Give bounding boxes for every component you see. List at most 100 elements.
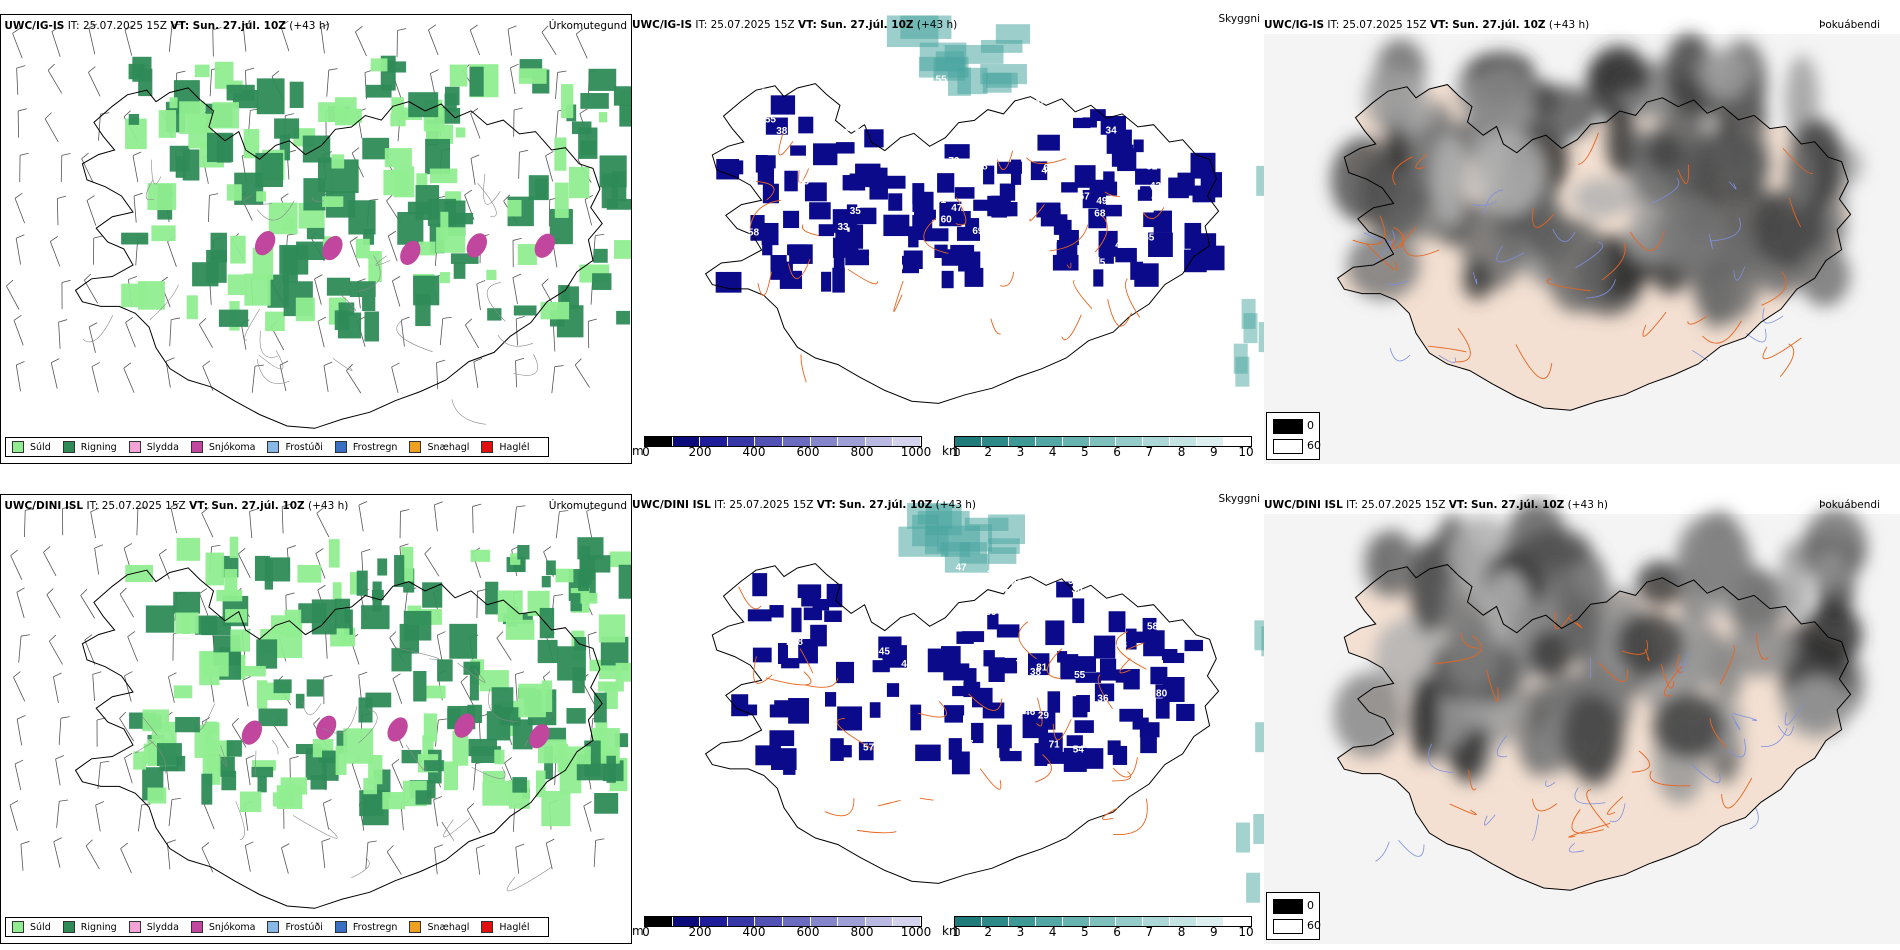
colorbar-segment bbox=[865, 917, 894, 926]
cloudbase-cell bbox=[1057, 651, 1068, 663]
cloudbase-label: 55 bbox=[936, 74, 948, 85]
wind-barb bbox=[575, 28, 588, 59]
visibility-patch bbox=[1258, 322, 1264, 353]
cloudbase-cell bbox=[735, 704, 758, 716]
precip-cell bbox=[618, 564, 631, 599]
wind-barb bbox=[24, 508, 35, 538]
precip-cell bbox=[611, 170, 627, 202]
cloudbase-label: 46 bbox=[1024, 707, 1036, 718]
colorbar-tick: 4 bbox=[1048, 925, 1057, 939]
precip-cell bbox=[365, 84, 392, 98]
colorbar-segment bbox=[645, 437, 673, 446]
cloudbase-cell bbox=[1071, 656, 1097, 672]
wind-barb bbox=[510, 63, 519, 95]
cloudbase-cell bbox=[832, 209, 848, 233]
legend-label: Súld bbox=[30, 441, 51, 453]
cloudbase-label: 36 bbox=[1097, 694, 1109, 705]
cloudbase-cell bbox=[910, 704, 922, 731]
cloudbase-cell bbox=[715, 271, 742, 293]
precip-cell bbox=[227, 274, 247, 296]
precip-cell bbox=[471, 746, 501, 763]
wind-barb bbox=[512, 273, 522, 304]
road-line bbox=[1631, 750, 1650, 773]
colorbar-segment bbox=[645, 917, 673, 926]
colorbar-tick: 1000 bbox=[900, 925, 932, 939]
legend-swatch bbox=[334, 441, 347, 453]
precip-cell bbox=[555, 568, 574, 583]
legend-swatch bbox=[334, 921, 347, 933]
road-line bbox=[1393, 227, 1404, 248]
precip-cell bbox=[580, 592, 598, 604]
precip-cell bbox=[156, 743, 182, 766]
precip-cell bbox=[580, 140, 597, 156]
precip-cell bbox=[370, 58, 388, 72]
road-line bbox=[1073, 279, 1093, 309]
precip-cell bbox=[274, 118, 300, 139]
wind-barb bbox=[470, 108, 481, 139]
precip-cell bbox=[336, 730, 348, 754]
precip-cell bbox=[463, 661, 481, 675]
colorbar-segment bbox=[672, 917, 701, 926]
colorbar-segment bbox=[1224, 437, 1251, 446]
cloudbase-label: 47 bbox=[951, 203, 963, 214]
road-line bbox=[919, 797, 934, 801]
legend-label: Haglél bbox=[499, 921, 530, 933]
wind-barb bbox=[545, 151, 554, 182]
road-line bbox=[1607, 796, 1624, 815]
precip-cell bbox=[616, 310, 630, 325]
snow-cell bbox=[322, 235, 343, 261]
cloudbase-label: 43 bbox=[1115, 240, 1127, 251]
precip-cell bbox=[535, 770, 546, 798]
cloudbase-cell bbox=[869, 185, 888, 200]
cloudbase-cell bbox=[835, 142, 855, 154]
colorbar-segment bbox=[810, 917, 839, 926]
colorbar-segment bbox=[1143, 917, 1171, 926]
cloudbase-cell bbox=[1036, 202, 1061, 218]
legend-label: Súld bbox=[30, 921, 51, 933]
cloudbase-cell bbox=[1041, 751, 1067, 764]
road-line bbox=[765, 671, 812, 686]
cloudbase-label: 36 bbox=[858, 87, 870, 98]
precip-cell bbox=[491, 687, 514, 714]
precip-cell bbox=[226, 184, 242, 201]
wind-barb bbox=[12, 27, 23, 59]
legend-label: Snæhagl bbox=[427, 441, 470, 453]
cloudbase-label: 46 bbox=[765, 203, 777, 214]
cloudbase-cell bbox=[1191, 155, 1205, 171]
precip-cell bbox=[133, 751, 147, 770]
legend-item: Frostúði bbox=[267, 921, 323, 933]
precip-cell bbox=[121, 232, 149, 245]
colorbar-strip bbox=[954, 436, 1252, 447]
wind-barb bbox=[280, 20, 290, 52]
river-line bbox=[1586, 279, 1616, 299]
cloudbase-label: 47 bbox=[962, 739, 974, 750]
wind-barb bbox=[391, 758, 403, 790]
panel-header: UWC/IG-IS IT: 25.07.2025 15Z VT: Sun. 27… bbox=[1, 15, 631, 37]
wind-barb bbox=[15, 234, 25, 265]
cloudbase-cell bbox=[888, 193, 903, 211]
wind-barb bbox=[168, 797, 181, 827]
precip-cell bbox=[295, 693, 305, 709]
cloudbase-cell bbox=[762, 183, 779, 204]
cloudbase-label: 37 bbox=[987, 569, 999, 580]
colorbar-unit: km bbox=[942, 444, 961, 458]
colorbar-tick: 9 bbox=[1209, 445, 1218, 459]
colorbar-segment bbox=[838, 917, 866, 926]
road-line bbox=[778, 132, 794, 156]
wind-barb bbox=[167, 236, 177, 267]
colorbar-segment bbox=[1116, 437, 1144, 446]
road-line bbox=[1553, 611, 1572, 630]
cloudbase-label: 35 bbox=[893, 720, 905, 731]
cloudbase-label: 31 bbox=[771, 595, 783, 606]
cloudbase-label: 36 bbox=[1016, 654, 1028, 665]
wind-barb bbox=[399, 509, 410, 539]
wind-barb bbox=[13, 671, 26, 702]
wind-barb bbox=[55, 755, 64, 786]
road-line bbox=[799, 648, 814, 675]
precip-cell bbox=[175, 612, 199, 634]
cloudbase-cell bbox=[1072, 598, 1085, 624]
precip-cell bbox=[182, 149, 200, 181]
precip-cell bbox=[384, 148, 412, 168]
road-line bbox=[1026, 157, 1067, 165]
wind-barb bbox=[56, 195, 67, 226]
